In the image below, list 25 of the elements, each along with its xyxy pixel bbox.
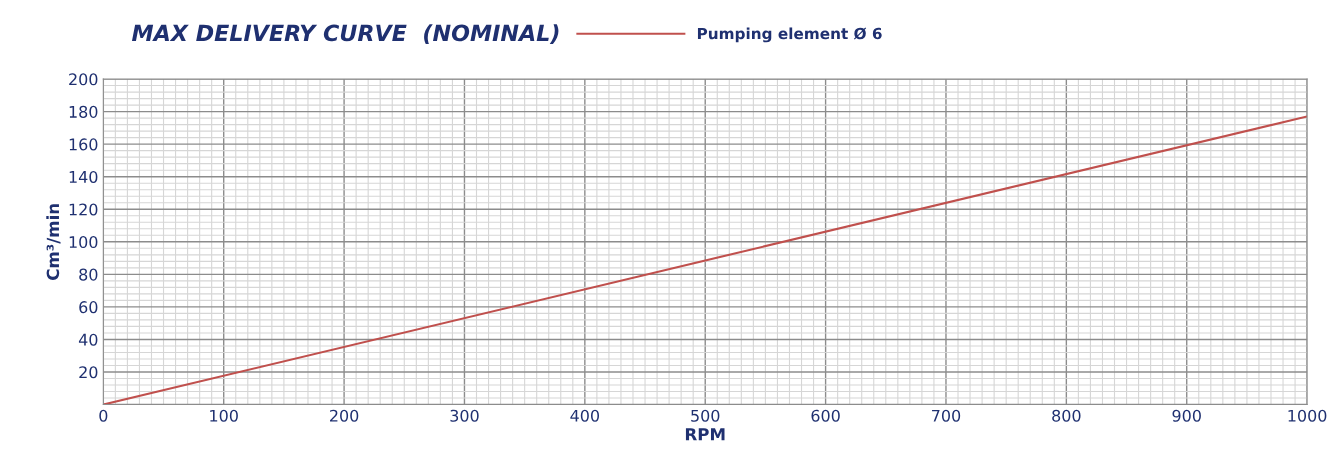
y-tick-label: 40 bbox=[78, 333, 98, 346]
y-tick-label: 160 bbox=[69, 138, 98, 151]
y-tick-label: 80 bbox=[79, 268, 98, 281]
x-tick-label: 200 bbox=[330, 409, 359, 422]
x-tick-label: 600 bbox=[811, 409, 840, 422]
x-tick-label: 900 bbox=[1172, 409, 1201, 422]
y-tick-label: 20 bbox=[79, 366, 98, 379]
chart-title: MAX DELIVERY CURVE (NOMINAL) bbox=[131, 24, 559, 44]
x-tick-label: 500 bbox=[691, 409, 720, 422]
text: Pumping element Ø 6 bbox=[697, 27, 882, 43]
y-tick-label: 140 bbox=[69, 170, 98, 183]
x-tick-label: 400 bbox=[570, 409, 600, 422]
x-tick-label: 700 bbox=[932, 409, 961, 422]
x-tick-label: 100 bbox=[210, 409, 238, 422]
x-tick-label: 0 bbox=[99, 409, 108, 422]
x-axis-title: RPM bbox=[685, 428, 725, 441]
y-tick-label: 200 bbox=[69, 73, 98, 86]
x-tick-label: 1000 bbox=[1288, 409, 1327, 422]
y-tick-label: 120 bbox=[69, 203, 98, 216]
y-tick-label: 100 bbox=[69, 236, 98, 249]
y-tick-label: 60 bbox=[79, 301, 98, 314]
y-tick-label: 180 bbox=[69, 105, 98, 118]
x-tick-label: 800 bbox=[1052, 409, 1081, 422]
y-axis-title: Cm³/min bbox=[46, 204, 61, 280]
x-tick-label: 300 bbox=[450, 409, 479, 422]
